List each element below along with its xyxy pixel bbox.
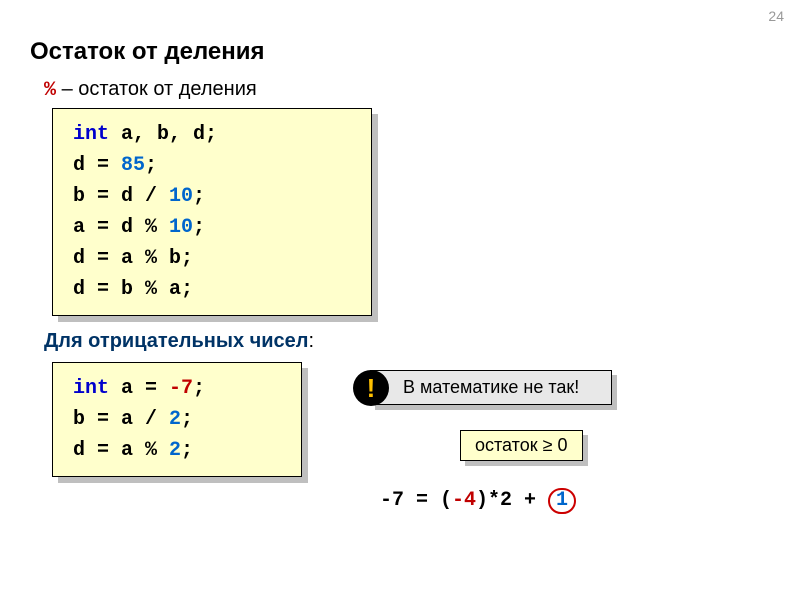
code-text: b = a / xyxy=(73,408,169,431)
code-text: ; xyxy=(181,408,193,431)
page-number: 24 xyxy=(768,8,784,24)
code-number: 2 xyxy=(169,439,181,462)
code-text: ; xyxy=(193,216,205,239)
circled-value: 1 xyxy=(548,488,576,514)
code-text: ; xyxy=(193,185,205,208)
code-text: ; xyxy=(193,377,205,400)
code-number: 2 xyxy=(169,408,181,431)
code-block-2: int a = -7; b = a / 2; d = a % 2; xyxy=(52,362,302,477)
code-text: ; xyxy=(181,439,193,462)
percent-symbol: % xyxy=(44,79,56,102)
code-text: d = xyxy=(73,154,121,177)
code-text: a = xyxy=(109,377,169,400)
code-text: a, b, d; xyxy=(109,123,217,146)
code-number: 10 xyxy=(169,216,193,239)
keyword-int: int xyxy=(73,377,109,400)
code-text: d = b % a; xyxy=(73,278,193,301)
eq-text: -7 = ( xyxy=(380,489,452,512)
code-text: d = a % xyxy=(73,439,169,462)
code-text: d = a % b; xyxy=(73,247,193,270)
warning-text: В математике не так! xyxy=(403,377,579,397)
code-text: ; xyxy=(145,154,157,177)
code-number: 10 xyxy=(169,185,193,208)
exclamation-icon: ! xyxy=(353,370,389,406)
code-text: b = d / xyxy=(73,185,169,208)
equation: -7 = (-4)*2 + 1 xyxy=(380,488,576,514)
warning-callout: ! В математике не так! xyxy=(370,370,612,405)
keyword-int: int xyxy=(73,123,109,146)
code-number: 85 xyxy=(121,154,145,177)
code-block-1: int a, b, d; d = 85; b = d / 10; a = d %… xyxy=(52,108,372,316)
subtitle-text: – остаток от деления xyxy=(56,78,257,100)
slide-title: Остаток от деления xyxy=(30,38,265,66)
code-negative: -7 xyxy=(169,377,193,400)
subtitle-line: % – остаток от деления xyxy=(44,78,257,102)
eq-negative: -4 xyxy=(452,489,476,512)
remainder-note: остаток ≥ 0 xyxy=(460,430,583,461)
code-text: a = d % xyxy=(73,216,169,239)
subtitle-negative: Для отрицательных чисел: xyxy=(44,330,314,353)
eq-text: )*2 + xyxy=(476,489,548,512)
